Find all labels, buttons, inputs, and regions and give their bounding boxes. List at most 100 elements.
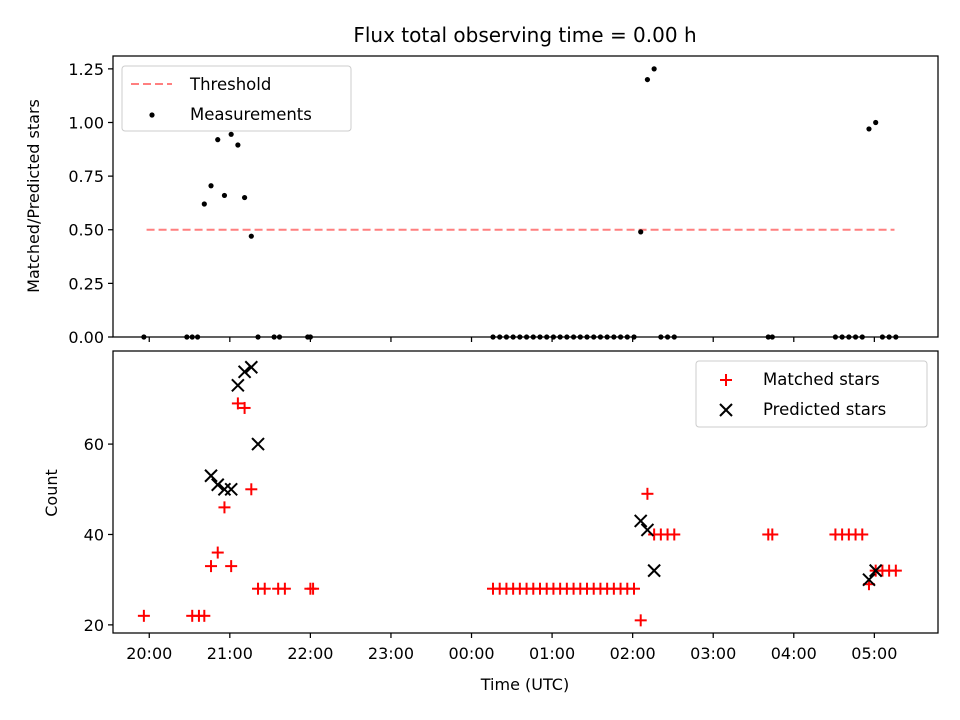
predicted-star-marker-b — [868, 563, 883, 578]
predicted-star-marker — [634, 514, 648, 528]
measurement-point — [866, 126, 872, 132]
legend-measurements-swatch — [149, 112, 155, 118]
measurement-point — [235, 142, 241, 148]
matched-star-marker — [889, 564, 902, 577]
bottom-legend: Matched stars Predicted stars — [695, 360, 928, 428]
measurement-point — [873, 119, 879, 126]
top-y-axis-label: Matched/Predicted stars — [24, 99, 43, 293]
measurement-point — [651, 66, 657, 72]
bottom-ytick-label: 60 — [84, 435, 104, 454]
bottom-xtick-label: 22:00 — [287, 644, 333, 663]
legend-predicted-swatch — [719, 403, 733, 417]
matched-star-marker — [856, 528, 869, 541]
predicted-star-marker-b — [647, 563, 661, 578]
top-y-ticks: 0.00 0.25 0.50 0.75 1.00 1.25 — [68, 60, 113, 347]
predicted-star-marker — [211, 478, 225, 492]
matched-star-marker — [627, 582, 640, 595]
measurement-point — [208, 183, 214, 189]
bottom-x-ticks: 20:00 21:00 22:00 23:00 00:00 01:00 02:00 03:00… — [126, 633, 897, 663]
predicted-star-marker — [647, 563, 661, 578]
measurement-point — [221, 192, 228, 199]
top-ytick-label: 0.50 — [68, 221, 104, 240]
matched-star-marker — [238, 401, 251, 414]
predicted-star-marker — [862, 572, 876, 587]
matched-star-marker — [307, 582, 320, 595]
top-panel: Flux total observing time = 0.00 h Match… — [24, 23, 939, 347]
predicted-stars-series — [204, 360, 883, 587]
x-axis-label: Time (UTC) — [480, 675, 569, 694]
measurement-point — [644, 76, 651, 83]
top-ytick-label: 1.00 — [68, 113, 104, 132]
predicted-star-marker-b — [211, 478, 225, 492]
predicted-star-marker-b — [224, 482, 238, 496]
predicted-star-marker-b — [244, 360, 259, 374]
matched-star-marker — [766, 528, 779, 541]
matched-star-marker — [205, 560, 218, 573]
legend-threshold-label: Threshold — [189, 75, 271, 94]
legend-matched-swatch — [720, 374, 732, 386]
measurement-point — [228, 131, 234, 137]
measurement-point — [201, 201, 207, 207]
bottom-xtick-label: 23:00 — [368, 644, 414, 663]
matched-star-marker — [211, 546, 224, 559]
bottom-xtick-label: 20:00 — [126, 644, 172, 663]
matched-star-marker — [641, 487, 654, 500]
bottom-xtick-label: 01:00 — [529, 644, 575, 663]
bottom-y-axis-label: Count — [42, 469, 61, 517]
matched-star-marker — [198, 609, 211, 622]
top-ytick-label: 0.75 — [68, 167, 104, 186]
bottom-xtick-label: 02:00 — [610, 644, 656, 663]
predicted-star-marker — [204, 469, 218, 483]
predicted-star-marker-b — [634, 514, 648, 528]
legend-matched-label: Matched stars — [763, 370, 880, 389]
predicted-star-marker-b — [204, 469, 218, 483]
matched-star-marker — [245, 483, 258, 496]
bottom-ytick-label: 40 — [84, 525, 104, 544]
matched-star-marker — [258, 582, 271, 595]
matched-star-marker — [225, 560, 238, 573]
top-legend: Threshold Measurements — [121, 65, 352, 132]
top-ytick-label: 0.00 — [68, 328, 104, 347]
matched-star-marker — [668, 528, 681, 541]
measurement-point — [215, 137, 221, 143]
bottom-plot-frame — [112, 350, 939, 634]
matched-stars-series — [137, 397, 902, 627]
bottom-legend-box — [695, 360, 928, 428]
bottom-xtick-label: 21:00 — [207, 644, 253, 663]
top-ytick-label: 0.25 — [68, 274, 104, 293]
measurement-point — [248, 233, 254, 239]
legend-predicted-label: Predicted stars — [763, 400, 886, 419]
top-ytick-label: 1.25 — [68, 60, 104, 79]
predicted-star-marker — [224, 482, 238, 496]
matched-star-marker — [231, 397, 244, 410]
predicted-star-marker — [868, 563, 883, 578]
top-panel-title: Flux total observing time = 0.00 h — [353, 23, 696, 47]
bottom-xtick-label: 05:00 — [851, 644, 897, 663]
predicted-star-marker-b — [237, 365, 252, 379]
bottom-y-ticks: 20 40 60 — [84, 435, 113, 635]
matched-star-marker — [278, 582, 291, 595]
bottom-xtick-label: 00:00 — [448, 644, 494, 663]
matched-star-marker — [218, 501, 231, 514]
predicted-star-marker — [237, 365, 252, 379]
predicted-star-marker — [244, 360, 259, 374]
top-legend-box — [121, 65, 352, 132]
predicted-star-marker-b — [640, 523, 655, 537]
predicted-star-marker-b — [251, 437, 265, 451]
top-plot-frame — [112, 55, 939, 338]
predicted-star-marker-b — [231, 378, 245, 393]
predicted-star-marker — [231, 378, 245, 393]
predicted-star-marker — [251, 437, 265, 451]
predicted-star-marker — [640, 523, 655, 537]
bottom-xtick-label: 04:00 — [771, 644, 817, 663]
measurement-point — [638, 229, 644, 235]
matched-star-marker — [634, 614, 647, 627]
legend-measurements-label: Measurements — [190, 105, 312, 124]
measurement-point — [241, 194, 248, 201]
bottom-xtick-label: 03:00 — [690, 644, 736, 663]
predicted-star-marker-b — [862, 572, 876, 587]
matched-star-marker — [137, 609, 150, 622]
bottom-ytick-label: 20 — [84, 616, 104, 635]
